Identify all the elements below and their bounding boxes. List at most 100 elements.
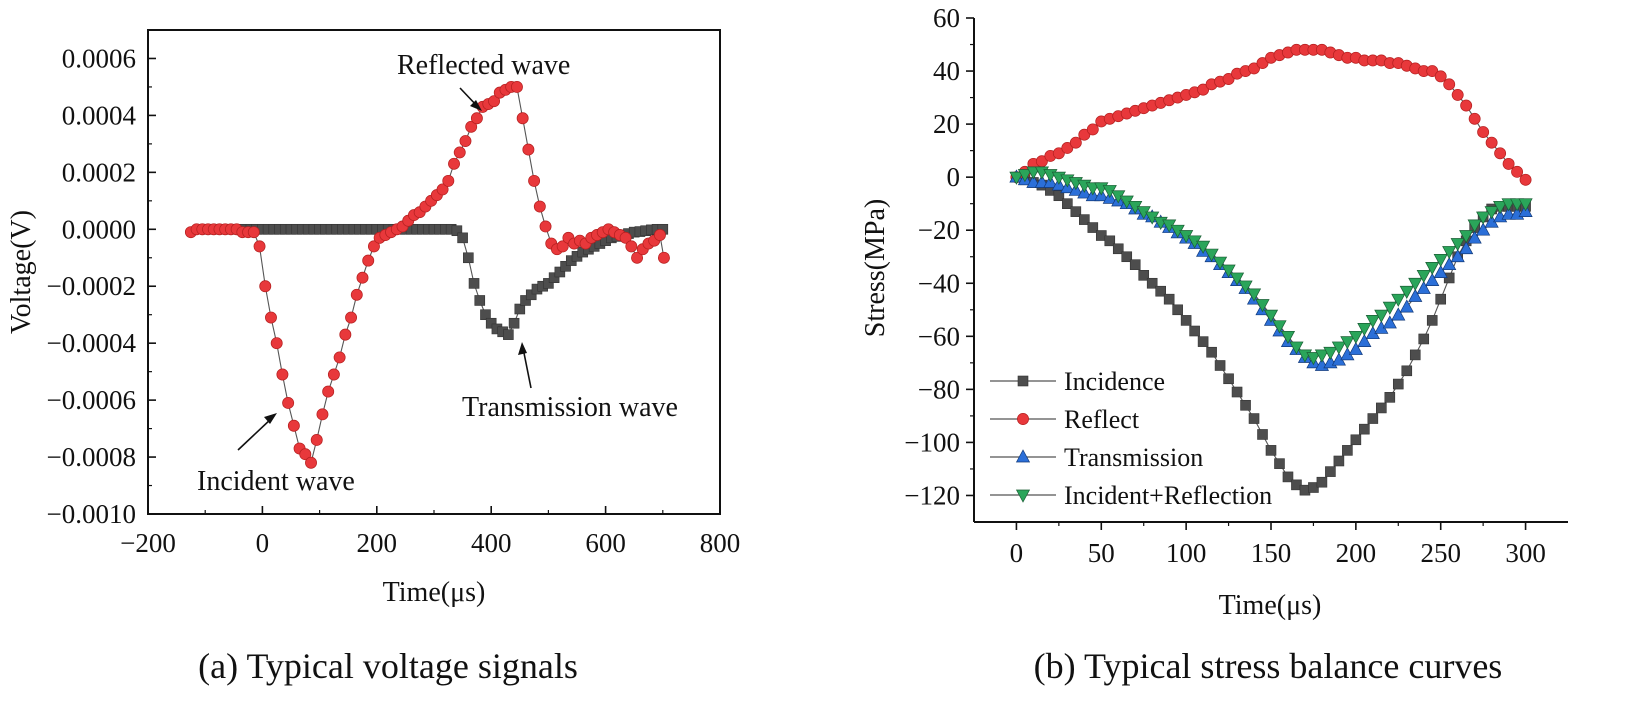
y-tick-label: 20 bbox=[933, 109, 960, 139]
data-point bbox=[1357, 323, 1372, 337]
data-point bbox=[1265, 445, 1277, 456]
data-point bbox=[1350, 434, 1362, 446]
data-point bbox=[356, 271, 369, 284]
data-point bbox=[1248, 62, 1260, 75]
incident-wave-arrow bbox=[237, 417, 273, 451]
data-point bbox=[1325, 466, 1336, 477]
data-point bbox=[1316, 476, 1328, 488]
y-tick-label: −80 bbox=[918, 374, 960, 404]
data-point bbox=[1476, 222, 1491, 236]
series-reflect bbox=[1010, 43, 1532, 186]
x-tick-label: −200 bbox=[120, 528, 176, 558]
data-point bbox=[525, 289, 537, 301]
data-point bbox=[1246, 288, 1262, 302]
data-point bbox=[1331, 341, 1346, 355]
data-point bbox=[1433, 254, 1448, 268]
data-point bbox=[1494, 147, 1507, 160]
series-incident-reflection bbox=[1009, 166, 1533, 366]
data-point bbox=[539, 220, 552, 233]
data-point bbox=[350, 288, 363, 301]
data-point bbox=[1451, 88, 1464, 101]
legend-label: Incidence bbox=[1064, 367, 1165, 396]
data-point bbox=[548, 272, 560, 283]
caption-b: (b) Typical stress balance curves bbox=[1034, 646, 1503, 686]
data-point bbox=[1401, 365, 1413, 377]
data-point bbox=[305, 456, 317, 469]
data-point bbox=[625, 240, 638, 253]
x-tick-label: 50 bbox=[1088, 538, 1115, 568]
x-tick-label: 800 bbox=[700, 528, 741, 558]
data-point bbox=[1172, 304, 1183, 316]
data-point bbox=[339, 328, 352, 341]
y-tick-label: −0.0002 bbox=[47, 271, 136, 301]
stress-axes: 0 50 100 150 200 250 300 −120 −100 −80 −60 −40 −20 0 2… bbox=[904, 3, 1546, 568]
data-point bbox=[1155, 285, 1166, 297]
y-tick-label: −40 bbox=[918, 268, 960, 298]
y-tick-label: −0.0006 bbox=[47, 385, 136, 415]
data-point bbox=[1180, 315, 1192, 326]
y-tick-label: 0.0002 bbox=[62, 157, 136, 187]
data-point bbox=[1255, 299, 1270, 313]
data-point bbox=[1256, 57, 1269, 70]
data-point bbox=[1138, 270, 1150, 281]
data-point bbox=[468, 278, 480, 289]
data-point bbox=[1442, 246, 1457, 260]
data-point bbox=[470, 112, 483, 125]
data-point bbox=[1189, 325, 1200, 337]
data-point bbox=[1399, 299, 1414, 313]
data-point bbox=[465, 120, 478, 133]
data-point bbox=[657, 251, 670, 264]
data-point bbox=[1348, 341, 1363, 355]
series-line bbox=[1016, 176, 1526, 367]
data-point bbox=[282, 397, 295, 409]
data-point bbox=[1348, 330, 1363, 345]
transmission-wave-arrowhead bbox=[518, 342, 527, 355]
x-tick-label: 0 bbox=[1010, 538, 1024, 568]
stress-chart: 0 50 100 150 200 250 300 −120 −100 −80 −60 −40 −20 0 2… bbox=[860, 3, 1568, 621]
data-point bbox=[1061, 142, 1074, 154]
y-tick-label: 0 bbox=[947, 162, 961, 192]
data-point bbox=[436, 183, 449, 196]
data-point bbox=[1095, 230, 1107, 241]
data-point bbox=[1229, 272, 1245, 286]
data-point bbox=[1212, 256, 1228, 270]
data-point bbox=[345, 311, 358, 324]
voltage-y-axis-label: Voltage(V) bbox=[6, 210, 37, 334]
data-point bbox=[1078, 128, 1091, 141]
data-point bbox=[1518, 198, 1533, 212]
data-point bbox=[367, 240, 380, 253]
data-point bbox=[1416, 269, 1431, 284]
data-point bbox=[1467, 219, 1482, 233]
data-point bbox=[1434, 70, 1447, 83]
data-point bbox=[485, 317, 497, 329]
stress-series-group bbox=[1009, 43, 1533, 496]
legend-marker bbox=[1017, 413, 1029, 425]
data-point bbox=[1079, 214, 1090, 225]
data-point bbox=[276, 368, 289, 381]
y-tick-label: 0.0000 bbox=[62, 214, 136, 244]
data-point bbox=[1263, 309, 1279, 323]
y-tick-label: −0.0008 bbox=[47, 442, 136, 472]
series-incident-and-reflected-signal bbox=[184, 80, 670, 469]
data-point bbox=[1460, 99, 1473, 112]
data-point bbox=[1053, 190, 1065, 202]
data-point bbox=[1087, 222, 1099, 233]
data-point bbox=[1197, 83, 1210, 96]
data-point bbox=[1069, 136, 1082, 149]
data-point bbox=[1365, 315, 1380, 329]
data-point bbox=[1112, 243, 1124, 255]
x-tick-label: 200 bbox=[357, 528, 398, 558]
data-point bbox=[1306, 352, 1321, 366]
incident-wave-annotation: Incident wave bbox=[197, 466, 355, 497]
data-point bbox=[1502, 157, 1515, 170]
data-point bbox=[1374, 309, 1389, 323]
data-point bbox=[1408, 277, 1423, 291]
data-point bbox=[1062, 198, 1073, 209]
transmission-wave-arrow bbox=[522, 347, 532, 389]
data-point bbox=[457, 232, 468, 244]
data-point bbox=[1333, 455, 1345, 467]
data-point bbox=[1391, 293, 1406, 307]
y-tick-label: −120 bbox=[904, 480, 960, 510]
data-point bbox=[1274, 458, 1285, 469]
